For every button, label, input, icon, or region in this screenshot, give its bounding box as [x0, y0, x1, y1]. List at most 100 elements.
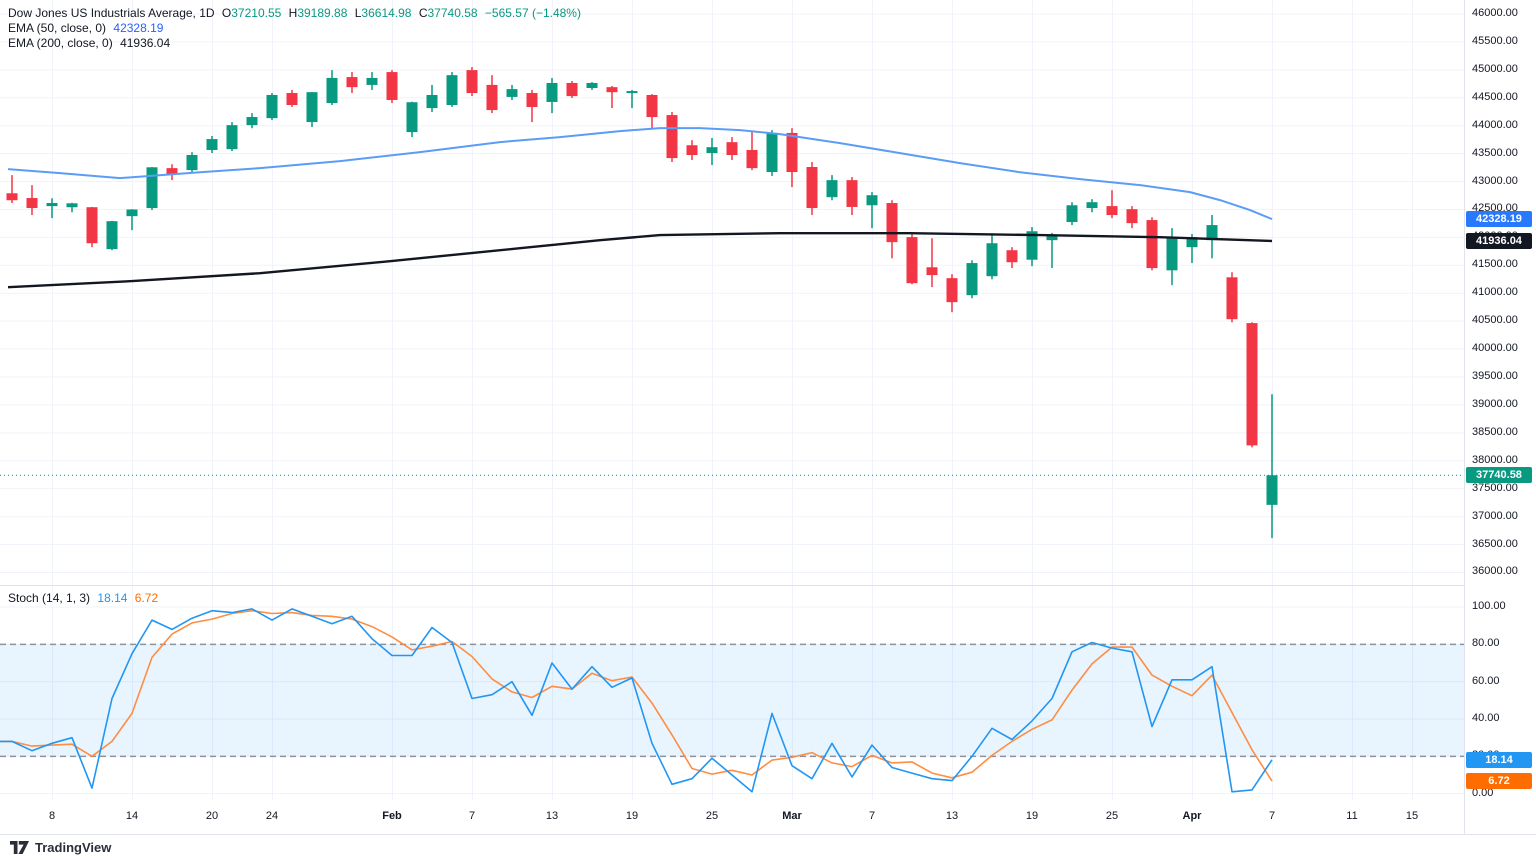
time-axis-label: 19: [1025, 810, 1039, 822]
main-legend[interactable]: Dow Jones US Industrials Average, 1D O37…: [8, 6, 585, 51]
price-axis-label: 39000.00: [1472, 397, 1518, 410]
candle-body[interactable]: [306, 92, 318, 123]
candle-body[interactable]: [346, 77, 358, 88]
candle-body[interactable]: [166, 168, 178, 174]
candle-body[interactable]: [1006, 250, 1018, 263]
candle-body[interactable]: [66, 203, 78, 208]
candle-body[interactable]: [1206, 225, 1218, 241]
candle-body[interactable]: [626, 91, 638, 94]
candle-body[interactable]: [806, 167, 818, 209]
ema200-legend-row[interactable]: EMA (200, close, 0) 41936.04: [8, 36, 585, 51]
candle-body[interactable]: [686, 145, 698, 156]
candle-body[interactable]: [646, 94, 658, 118]
time-axis-label: 25: [1105, 810, 1119, 822]
candle-body[interactable]: [566, 82, 578, 97]
candle-body[interactable]: [706, 147, 718, 154]
open-letter: O: [221, 6, 232, 20]
candle-body[interactable]: [586, 82, 598, 88]
price-axis-label: 37500.00: [1472, 481, 1518, 494]
low-letter: L: [354, 6, 362, 20]
candle-body[interactable]: [466, 70, 478, 94]
time-axis[interactable]: 8 14 20 24 Feb 7 13 19 25 Mar 7 13 19 25 Apr 7 11 15: [0, 800, 1464, 834]
stoch-badge: 6.72: [1466, 773, 1532, 790]
candle-body[interactable]: [506, 89, 518, 97]
candle-body[interactable]: [1126, 209, 1138, 224]
ema200-value: 41936.04: [120, 36, 171, 50]
candle-body[interactable]: [1066, 205, 1078, 223]
candle-body[interactable]: [226, 125, 238, 150]
candle-body[interactable]: [846, 180, 858, 207]
candle-body[interactable]: [1046, 235, 1058, 241]
candle-body[interactable]: [966, 263, 978, 296]
tradingview-logo-icon[interactable]: [10, 841, 29, 854]
candle-body[interactable]: [1146, 220, 1158, 269]
candle-body[interactable]: [986, 243, 998, 277]
price-axis-label: 38000.00: [1472, 453, 1518, 466]
candle-body[interactable]: [266, 94, 278, 119]
candle-body[interactable]: [206, 139, 218, 150]
price-badge: 37740.58: [1466, 467, 1532, 484]
stoch-legend[interactable]: Stoch (14, 1, 3) 18.14 6.72: [8, 591, 162, 605]
candle-body[interactable]: [666, 115, 678, 159]
candle-body[interactable]: [926, 267, 938, 276]
candle-body[interactable]: [426, 94, 438, 109]
candle-body[interactable]: [1166, 238, 1178, 271]
price-axis-label: 46000.00: [1472, 7, 1518, 19]
candle-body[interactable]: [866, 195, 878, 206]
stoch-k-line: [0, 608, 1273, 793]
candle-body[interactable]: [826, 180, 838, 198]
stoch-band: [0, 644, 1464, 757]
candle-body[interactable]: [86, 207, 98, 244]
price-axis-label: 38500.00: [1472, 425, 1518, 438]
candle-body[interactable]: [606, 87, 618, 93]
candle-body[interactable]: [786, 132, 798, 173]
candle-body[interactable]: [6, 193, 18, 201]
candle-body[interactable]: [1246, 323, 1258, 446]
close-value: 37740.58: [427, 6, 478, 20]
candle-body[interactable]: [1106, 206, 1118, 216]
ema50-label: EMA (50, close, 0): [8, 21, 107, 35]
price-axis-label: 41500.00: [1472, 258, 1518, 271]
candle-body[interactable]: [906, 237, 918, 284]
stoch-axis-label: 100.00: [1472, 600, 1506, 612]
candle-body[interactable]: [526, 93, 538, 107]
price-axis[interactable]: 46000.00 45500.00 45000.00 44500.00 44000.00…: [1464, 0, 1536, 834]
chart-canvas[interactable]: [0, 0, 1464, 800]
candle-body[interactable]: [726, 142, 738, 156]
tradingview-brand-text[interactable]: TradingView: [35, 840, 112, 855]
time-axis-label: 7: [868, 810, 876, 822]
candle-body[interactable]: [1086, 202, 1098, 209]
stoch-axis-label: 60.00: [1472, 674, 1500, 687]
candle-body[interactable]: [106, 221, 118, 250]
price-axis-label: 40000.00: [1472, 342, 1518, 355]
candle-body[interactable]: [126, 209, 138, 217]
symbol-legend-row: Dow Jones US Industrials Average, 1D O37…: [8, 6, 585, 21]
stoch-badge: 18.14: [1466, 751, 1532, 768]
candle-body[interactable]: [1026, 231, 1038, 260]
candle-body[interactable]: [146, 167, 158, 209]
candle-body[interactable]: [246, 117, 258, 126]
candle-body[interactable]: [386, 72, 398, 101]
candle-body[interactable]: [486, 84, 498, 111]
candle-body[interactable]: [26, 198, 38, 209]
candle-body[interactable]: [326, 77, 338, 104]
price-axis-label: 43500.00: [1472, 146, 1518, 159]
candle-body[interactable]: [406, 102, 418, 133]
candle-body[interactable]: [1186, 237, 1198, 248]
candle-body[interactable]: [1226, 277, 1238, 320]
candle-body[interactable]: [886, 203, 898, 243]
price-axis-label: 41000.00: [1472, 286, 1518, 299]
candle-body[interactable]: [446, 75, 458, 106]
candle-body[interactable]: [286, 93, 298, 106]
candle-body[interactable]: [546, 82, 558, 102]
ema50-legend-row[interactable]: EMA (50, close, 0) 42328.19: [8, 21, 585, 36]
close-letter: C: [418, 6, 428, 20]
candle-body[interactable]: [946, 278, 958, 303]
candle-body[interactable]: [46, 203, 58, 207]
candle-body[interactable]: [1266, 475, 1278, 505]
candle-body[interactable]: [366, 77, 378, 85]
stoch-k-value: 18.14: [97, 591, 128, 605]
candle-body[interactable]: [766, 132, 778, 173]
candle-body[interactable]: [746, 149, 758, 169]
candle-body[interactable]: [186, 155, 198, 171]
